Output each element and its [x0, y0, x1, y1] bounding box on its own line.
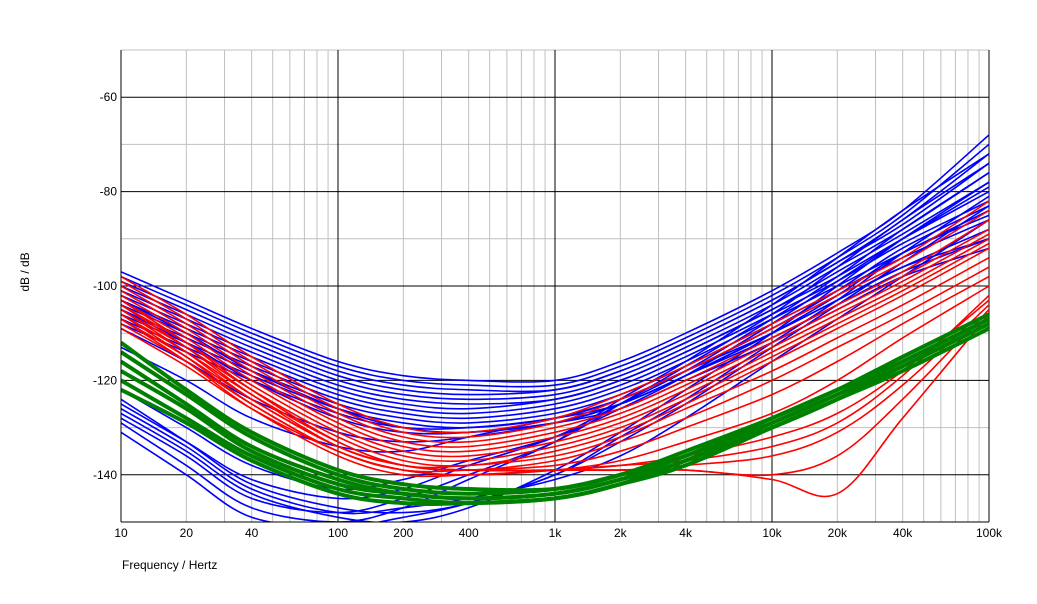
x-tick-label: 10k [762, 526, 782, 540]
plot-series [121, 134, 989, 522]
series-line-1-1 [121, 209, 989, 439]
x-tick-label: 40k [893, 526, 913, 540]
x-tick-label: 20k [828, 526, 848, 540]
x-axis-title: Frequency / Hertz [122, 558, 217, 572]
y-axis-tick-labels: -60 -80 -100 -120 -140 [93, 90, 117, 482]
y-tick-label: -80 [100, 185, 118, 199]
axes [120, 50, 989, 523]
series-line-1-6 [121, 242, 989, 462]
x-tick-label: 400 [459, 526, 479, 540]
series-line-1-2 [121, 219, 989, 444]
series-line-0-0 [121, 134, 989, 383]
x-tick-label: 10 [114, 526, 128, 540]
series-line-1-0 [121, 200, 989, 434]
series-line-2-3 [121, 322, 989, 501]
x-tick-label: 100 [328, 526, 348, 540]
y-tick-label: -60 [100, 90, 118, 104]
series-line-1-5 [121, 238, 989, 458]
y-axis-title: dB / dB [18, 252, 32, 291]
x-tick-label: 2k [614, 526, 628, 540]
series-line-1-16 [121, 294, 989, 478]
series-line-2-1 [121, 317, 989, 496]
x-tick-label: 1k [549, 526, 563, 540]
series-line-0-3 [121, 162, 989, 396]
y-tick-label: -100 [93, 279, 117, 293]
series-line-1-4 [121, 233, 989, 453]
series-line-2-5 [121, 326, 989, 507]
x-tick-label: 20 [180, 526, 194, 540]
y-tick-label: -140 [93, 468, 117, 482]
x-tick-label: 40 [245, 526, 259, 540]
x-tick-label: 100k [976, 526, 1003, 540]
y-tick-label: -120 [93, 373, 117, 387]
x-axis-tick-labels: 10 20 40 100 200 400 1k 2k 4k 10k 20k 40k 100k [114, 526, 1003, 540]
series-line-1-3 [121, 228, 989, 448]
x-tick-label: 200 [393, 526, 413, 540]
x-tick-label: 4k [679, 526, 693, 540]
series-container [121, 134, 989, 522]
